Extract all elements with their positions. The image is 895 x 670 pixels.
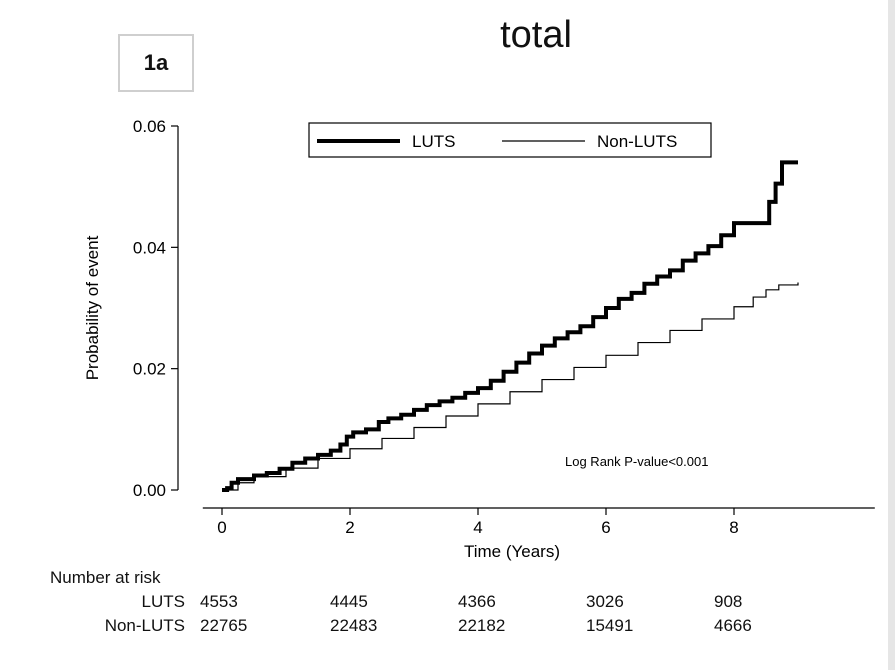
y-tick-label: 0.06 (133, 117, 166, 136)
risk-row-label-non-luts: Non-LUTS (104, 616, 185, 635)
risk-value-luts-6: 3026 (586, 592, 624, 611)
risk-value-non-luts-4: 22182 (458, 616, 506, 635)
x-tick-label: 8 (729, 518, 738, 537)
x-tick-label: 0 (217, 518, 226, 537)
risk-value-luts-0: 4553 (200, 592, 238, 611)
right-edge-bar (888, 0, 895, 670)
series-line-non-luts (222, 282, 799, 491)
risk-value-non-luts-6: 15491 (586, 616, 634, 635)
y-tick-label: 0.02 (133, 360, 166, 379)
risk-value-luts-2: 4445 (330, 592, 368, 611)
x-tick-label: 6 (601, 518, 610, 537)
risk-value-luts-8: 908 (714, 592, 743, 611)
y-axis-label: Probability of event (83, 235, 102, 380)
y-tick-label: 0.04 (133, 238, 166, 257)
legend-label-non-luts: Non-LUTS (597, 132, 677, 151)
y-tick-label: 0.00 (133, 481, 166, 500)
legend-label-luts: LUTS (412, 132, 455, 151)
series-line-luts (222, 160, 798, 492)
panel-label: 1a (118, 34, 194, 92)
risk-value-non-luts-2: 22483 (330, 616, 378, 635)
x-tick-label: 2 (345, 518, 354, 537)
risk-value-non-luts-0: 22765 (200, 616, 248, 635)
risk-value-luts-4: 4366 (458, 592, 496, 611)
risk-table-header: Number at risk (50, 568, 161, 587)
x-axis-label: Time (Years) (464, 542, 560, 561)
logrank-annotation: Log Rank P-value<0.001 (565, 454, 708, 469)
risk-value-non-luts-8: 4666 (714, 616, 752, 635)
x-tick-label: 4 (473, 518, 482, 537)
risk-row-label-luts: LUTS (141, 592, 185, 611)
chart-title: total (500, 14, 572, 56)
legend-box (308, 122, 712, 158)
